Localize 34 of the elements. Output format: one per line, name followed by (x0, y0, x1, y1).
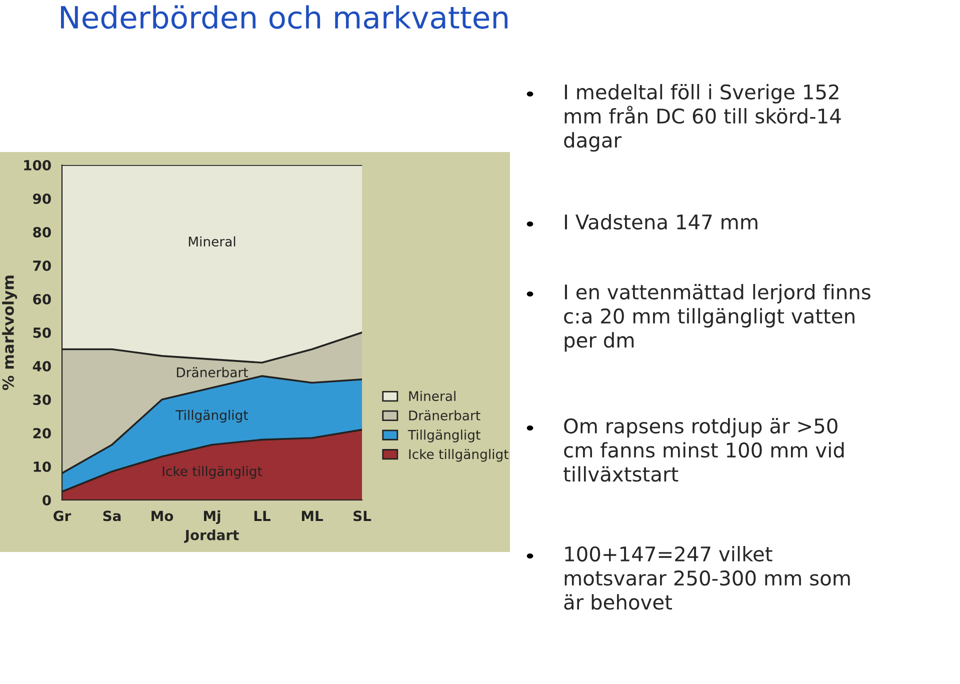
x-tick-label: Sa (103, 510, 121, 522)
x-tick-label: Mj (204, 510, 220, 524)
y-tick-label: 30 (33, 394, 51, 405)
legend-label: Mineral (409, 390, 456, 402)
chart-title: Nederbörden och markvatten (61, 5, 508, 29)
y-tick-label: 10 (34, 461, 51, 472)
text: Tillgängligt (176, 410, 248, 423)
text: Icke tillgängligt (162, 466, 262, 479)
y-tick-label: 90 (32, 193, 51, 204)
y-tick-label: 0 (42, 494, 51, 506)
text: I Vadstena 147 mm (564, 214, 758, 230)
x-tick-label: ML (302, 510, 323, 521)
legend-label: Icke tillgängligt (409, 448, 508, 462)
y-tick-label: 20 (33, 428, 51, 438)
x-tick-label: Gr (54, 510, 72, 522)
text: I en vattenmättad lerjord finns c:a 20 mm tillgängligt vatten per dm (564, 284, 870, 352)
y-tick-label: 100 (24, 160, 51, 170)
y-tick-label: 50 (33, 327, 51, 338)
legend-label: Tillgängligt (408, 430, 480, 442)
y-tick-label: 60 (33, 294, 51, 304)
x-tick-label: LL (254, 510, 270, 521)
y-tick-label: 40 (32, 360, 51, 372)
text: 100+147=247 vilket motsvarar 250-300 mm som är behovet (564, 546, 850, 610)
y-tick-label: 80 (33, 226, 51, 238)
y-axis-title: % markvolym (2, 276, 18, 390)
y-tick-label: 70 (33, 260, 51, 271)
x-tick-label: Mo (152, 510, 174, 522)
text: Dränerbart (176, 367, 248, 378)
x-tick-label: SL (354, 510, 372, 522)
text: Mineral (188, 236, 236, 247)
legend-label: Dränerbart (409, 410, 480, 420)
text: I medeltal föll i Sverige 152 mm från DC 60 till skörd-14 dagar (564, 84, 841, 152)
text: Om rapsens rotdjup är >50 cm fanns minst 100 mm vid tillväxtstart (564, 418, 844, 482)
x-axis-title: Jordart (184, 530, 239, 543)
